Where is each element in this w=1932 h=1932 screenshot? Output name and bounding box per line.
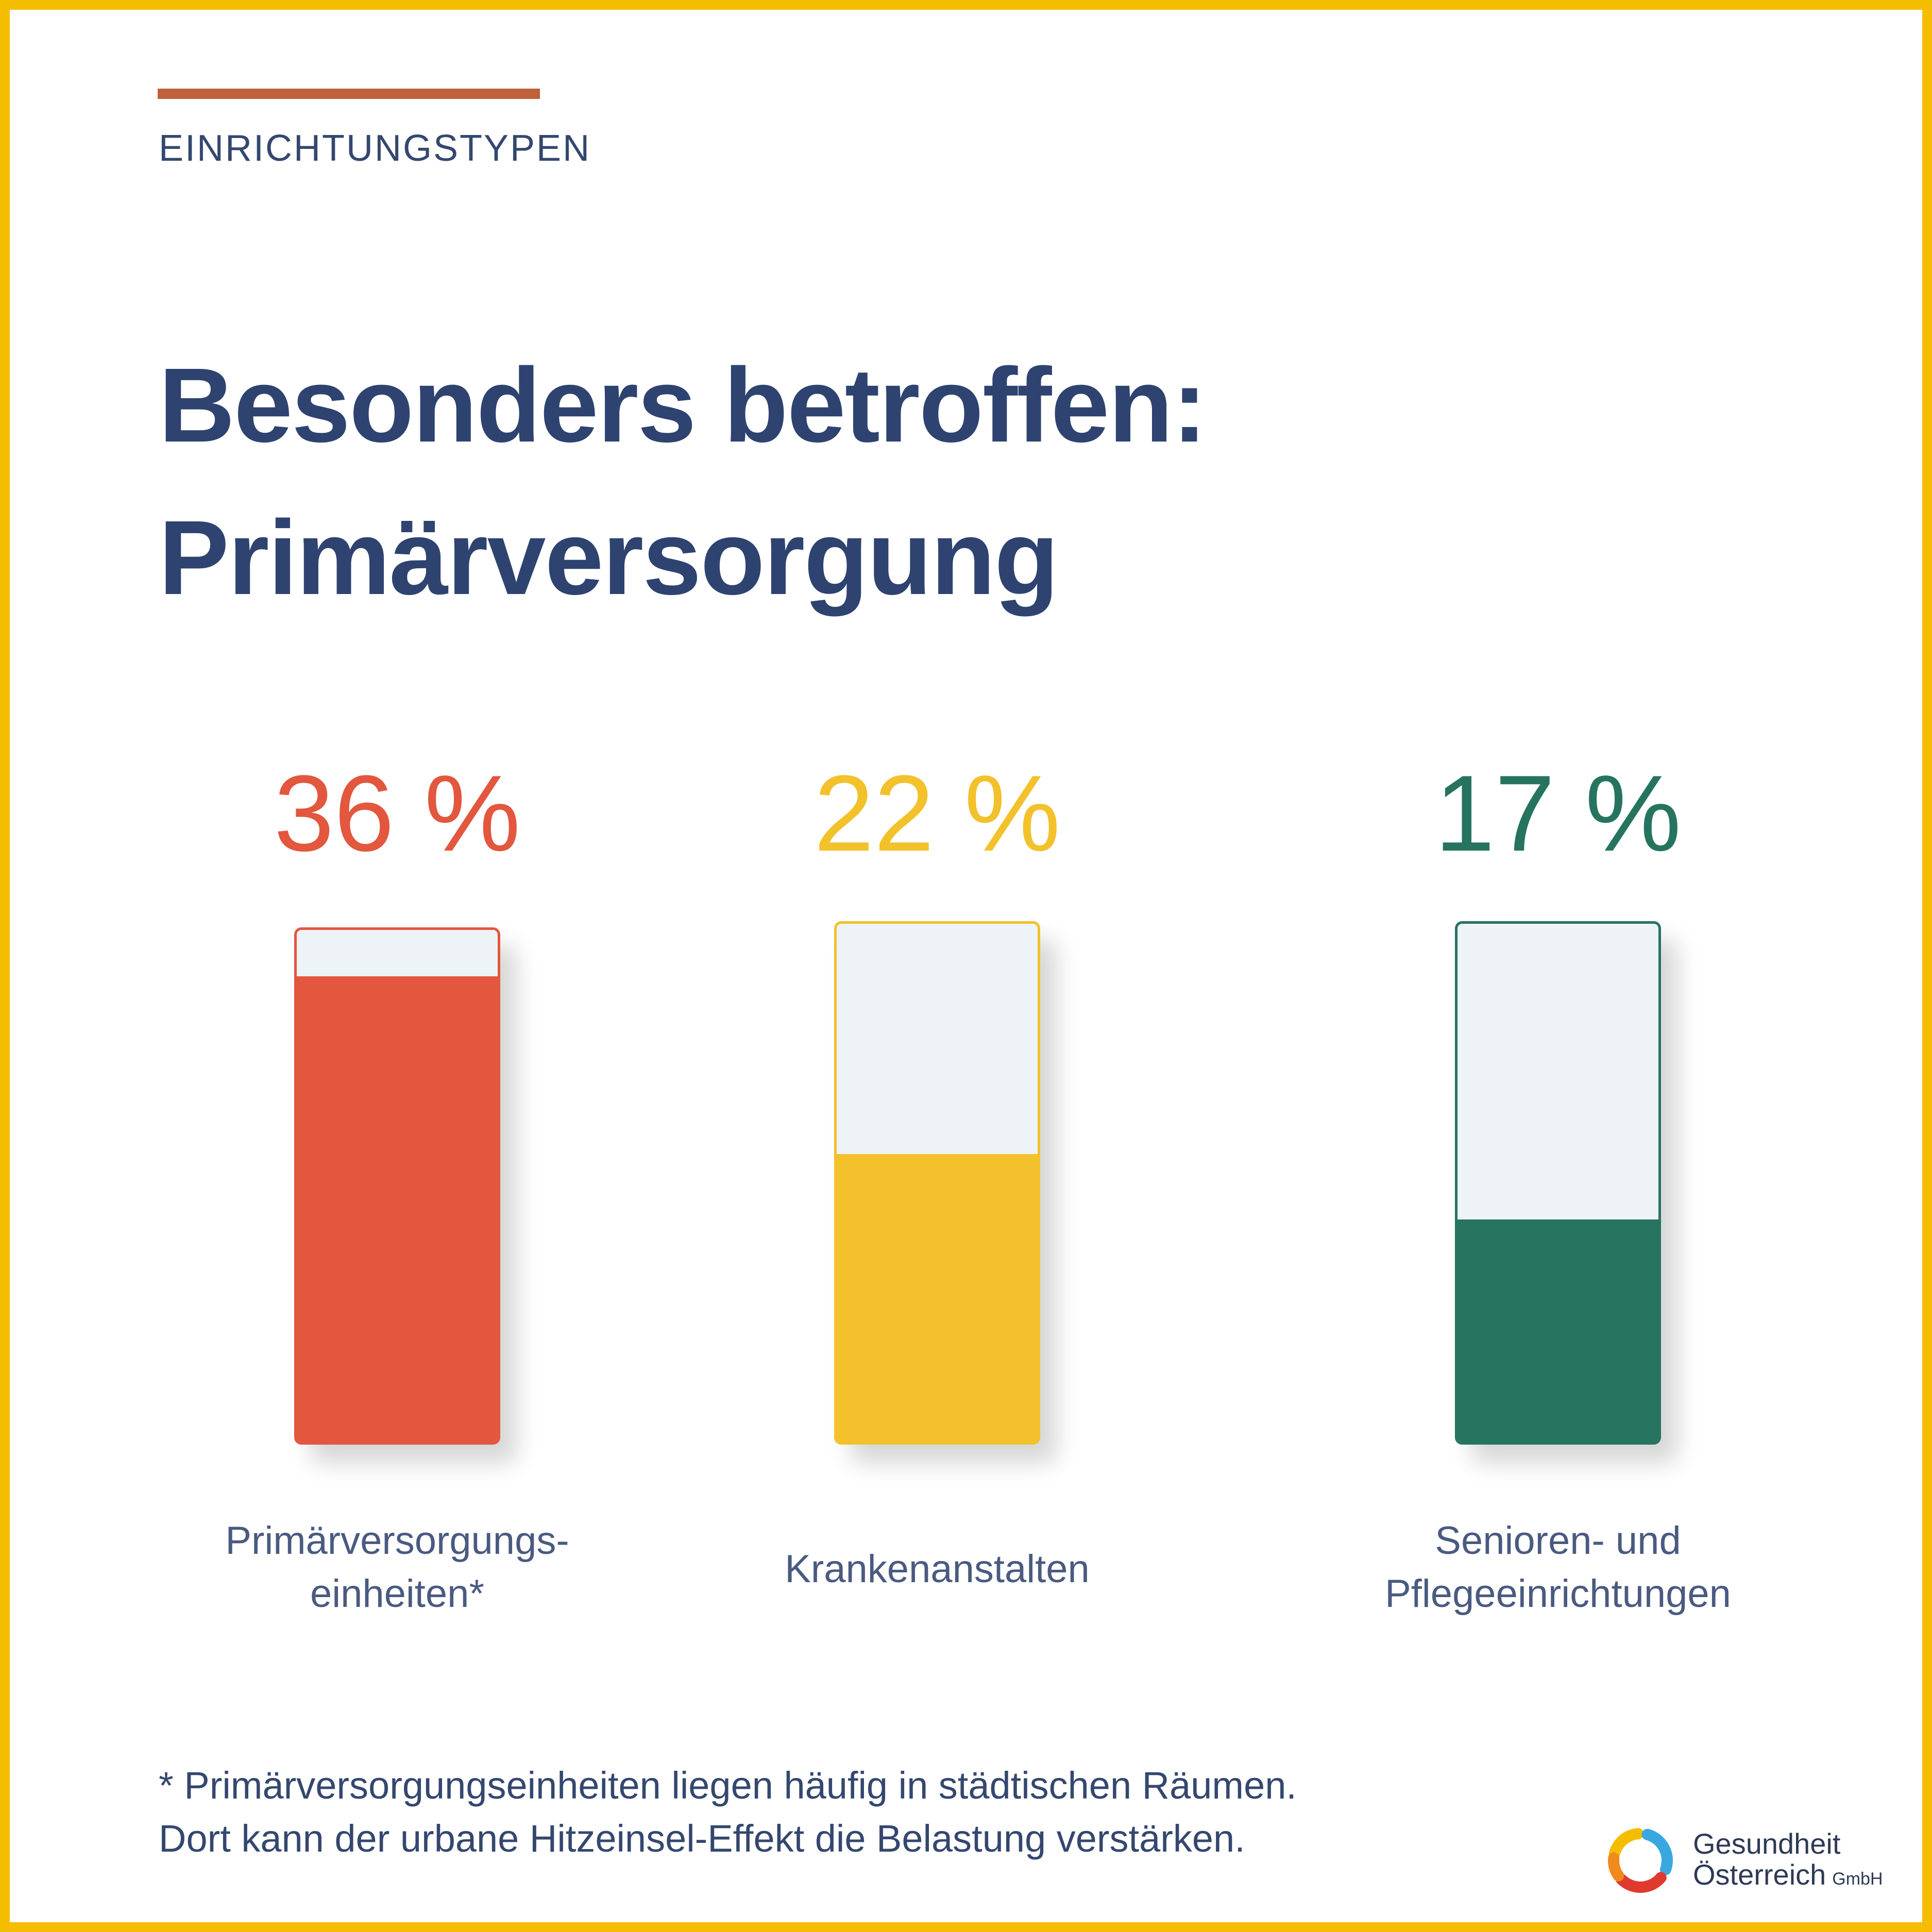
bar-fill [837, 1154, 1038, 1442]
category-label-line: Pflegeeinrichtungen [1385, 1572, 1731, 1616]
footnote: * Primärversorgungseinheiten liegen häuf… [159, 1759, 1297, 1865]
category-label: Primärversorgungs-einheiten* [165, 1514, 629, 1620]
eyebrow-label: EINRICHTUNGSTYPEN [159, 128, 591, 169]
category-label-line: Primärversorgungs- [225, 1519, 569, 1563]
bar-value-label: 22 % [814, 753, 1061, 874]
logo-line-2: Österreich [1693, 1858, 1826, 1891]
bar-fill [1458, 1219, 1658, 1442]
accent-rule [158, 89, 540, 99]
category-label: Senioren- und Pflegeeinrichtungen [1326, 1514, 1790, 1620]
title-line-2: Primärversorgung [159, 499, 1059, 617]
category-label: Krankenanstalten [705, 1543, 1169, 1596]
bar-fill [297, 976, 498, 1442]
logo-suffix: GmbH [1832, 1869, 1883, 1889]
bar-track [834, 921, 1040, 1445]
title-line-1: Besonders betroffen: [159, 346, 1207, 464]
logo-line-1: Gesundheit [1693, 1827, 1841, 1860]
bar-value-label: 36 % [274, 753, 521, 874]
bar-track [1455, 921, 1661, 1445]
footnote-line-1: * Primärversorgungseinheiten liegen häuf… [159, 1764, 1297, 1807]
category-label-line: einheiten* [310, 1572, 485, 1616]
category-label-line: Senioren- und [1435, 1519, 1681, 1563]
category-label-line: Krankenanstalten [785, 1547, 1090, 1591]
bar-track [294, 927, 500, 1445]
ring-logo-icon [1608, 1828, 1673, 1893]
footnote-line-2: Dort kann der urbane Hitzeinsel-Effekt d… [159, 1817, 1245, 1860]
bar-value-label: 17 % [1434, 753, 1682, 874]
page-title: Besonders betroffen: Primärversorgung [159, 329, 1207, 634]
logo-wordmark: Gesundheit Österreich GmbH [1693, 1828, 1883, 1894]
